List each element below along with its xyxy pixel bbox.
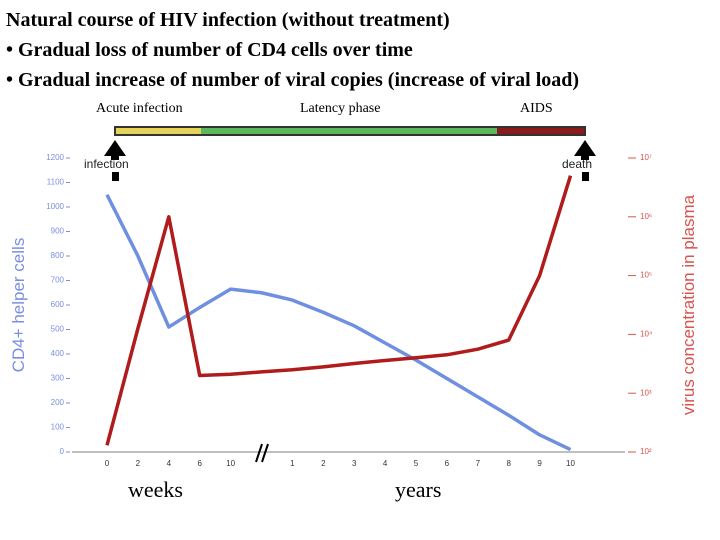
x-tick-label: 0 bbox=[105, 459, 110, 468]
y-tick-label: 600 bbox=[51, 300, 65, 309]
arrow-tail bbox=[582, 172, 589, 181]
x-tick-label: 9 bbox=[537, 459, 542, 468]
phase-aids bbox=[497, 128, 584, 134]
x-tick-label: 2 bbox=[321, 459, 326, 468]
x-unit-label: weeks bbox=[128, 477, 183, 502]
y-tick-label: 800 bbox=[51, 251, 65, 260]
y-tick-label: 0 bbox=[60, 447, 65, 456]
y-tick-label: 1200 bbox=[46, 153, 64, 162]
phase-label: AIDS bbox=[520, 101, 553, 116]
arrow bbox=[574, 140, 596, 160]
phase-label: Latency phase bbox=[300, 101, 380, 116]
arrow-tail bbox=[112, 172, 119, 181]
x-tick-label: 2 bbox=[136, 459, 141, 468]
y-tick-label: 400 bbox=[51, 349, 65, 358]
break-stroke bbox=[261, 443, 269, 463]
y-tick-label: 900 bbox=[51, 227, 65, 236]
x-tick-label: 10 bbox=[226, 459, 235, 468]
y2-tick-label: 10⁴ bbox=[640, 330, 653, 339]
title-line: Natural course of HIV infection (without… bbox=[6, 9, 450, 31]
break-stroke bbox=[255, 443, 263, 463]
y-tick-label: 300 bbox=[51, 374, 65, 383]
arrow bbox=[104, 140, 126, 160]
y-tick-label: 1100 bbox=[47, 178, 65, 187]
y2-tick-label: 10⁶ bbox=[640, 212, 652, 221]
x-tick-label: 4 bbox=[383, 459, 388, 468]
y-tick-label: 100 bbox=[51, 423, 65, 432]
series-line bbox=[105, 193, 572, 452]
y2-axis-title: virus concentration in plasma bbox=[679, 194, 698, 415]
x-unit-label: years bbox=[395, 477, 441, 502]
y-tick-label: 200 bbox=[51, 398, 65, 407]
phase-acute bbox=[116, 128, 201, 134]
axis-break bbox=[255, 443, 269, 463]
x-tick-label: 1 bbox=[290, 459, 295, 468]
x-tick-label: 10 bbox=[566, 459, 575, 468]
y2-tick-label: 10² bbox=[640, 447, 652, 456]
x-tick-label: 7 bbox=[476, 459, 481, 468]
x-tick-label: 3 bbox=[352, 459, 357, 468]
title-line: • Gradual loss of number of CD4 cells ov… bbox=[6, 39, 413, 61]
x-tick-label: 6 bbox=[197, 459, 202, 468]
infection-arrow bbox=[104, 140, 126, 181]
y2-tick-label: 10⁵ bbox=[640, 271, 652, 280]
phase-label: Acute infection bbox=[96, 101, 183, 116]
y-axis-title: CD4+ helper cells bbox=[9, 238, 28, 373]
series-line bbox=[105, 175, 573, 446]
death-arrow bbox=[574, 140, 596, 181]
y-tick-label: 700 bbox=[51, 276, 65, 285]
x-tick-label: 4 bbox=[167, 459, 172, 468]
x-tick-label: 8 bbox=[506, 459, 511, 468]
title-line: • Gradual increase of number of viral co… bbox=[6, 69, 579, 91]
y-tick-label: 500 bbox=[51, 325, 65, 334]
x-tick-label: 6 bbox=[445, 459, 450, 468]
y-tick-label: 1000 bbox=[46, 202, 64, 211]
annotation: infection bbox=[84, 157, 129, 171]
y2-tick-label: 10⁷ bbox=[640, 153, 652, 162]
y2-tick-label: 10³ bbox=[640, 388, 652, 397]
x-tick-label: 5 bbox=[414, 459, 419, 468]
phase-bar bbox=[114, 126, 586, 136]
phase-latency bbox=[201, 128, 497, 134]
annotation: death bbox=[562, 157, 592, 171]
